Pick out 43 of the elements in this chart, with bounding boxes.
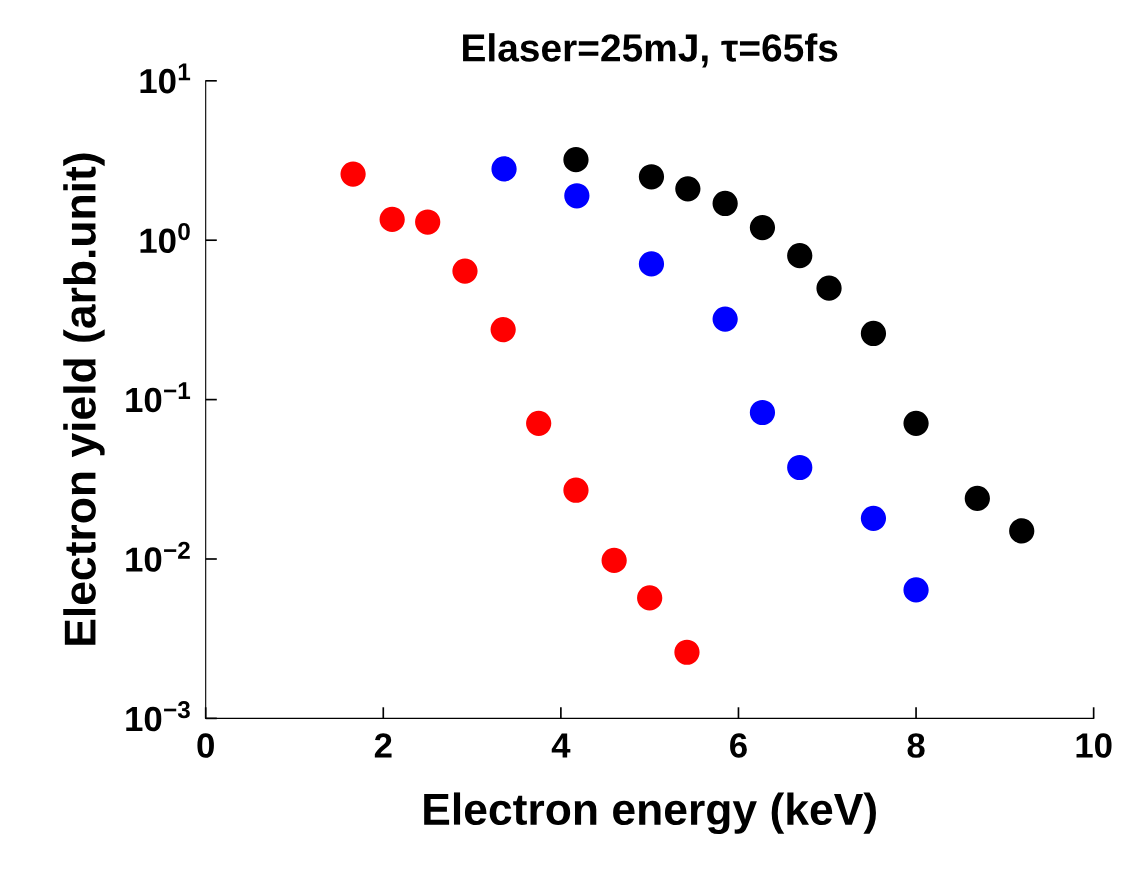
point [564, 183, 590, 209]
x-tick-label: 10 [1076, 733, 1112, 758]
x-tick-label: 6 [730, 733, 747, 758]
x-tick-label: 2 [374, 733, 392, 758]
point [490, 316, 516, 343]
point [675, 176, 701, 202]
point [964, 485, 990, 512]
point [340, 161, 366, 187]
point [860, 320, 887, 347]
point [787, 243, 813, 269]
x-axis-title: Electron energy (keV) [424, 792, 876, 835]
point [452, 258, 478, 284]
chart-title: Elaser=25mJ, τ=65fs [463, 33, 838, 68]
x-tick-label: 8 [907, 733, 925, 758]
point [903, 410, 929, 436]
point [749, 214, 776, 241]
point [860, 505, 887, 531]
point [601, 547, 627, 574]
point [563, 477, 589, 503]
y-axis-title: Electron yield (arb.unit) [63, 153, 105, 645]
point [903, 577, 929, 603]
y-tick-label: 10$^{0}$ [140, 222, 190, 254]
point [712, 190, 738, 217]
y-tick-label: 10$^{−3}$ [126, 701, 190, 732]
point [638, 164, 665, 190]
point [1009, 518, 1035, 544]
x-tick-label: 0 [197, 733, 214, 758]
point [526, 410, 552, 436]
point [787, 454, 813, 481]
point [712, 306, 738, 332]
point [563, 147, 589, 173]
y-tick-label: 10$^{−1}$ [126, 382, 191, 413]
point [637, 585, 663, 611]
y-tick-label: 10$^{−2}$ [126, 541, 190, 572]
y-tick-label: 10$^{1}$ [140, 63, 191, 94]
point [816, 275, 842, 301]
point [491, 156, 517, 182]
point [749, 399, 776, 426]
point [415, 209, 441, 235]
point [638, 251, 665, 277]
point [379, 206, 405, 233]
x-tick-label: 4 [551, 733, 571, 758]
point [674, 639, 700, 665]
